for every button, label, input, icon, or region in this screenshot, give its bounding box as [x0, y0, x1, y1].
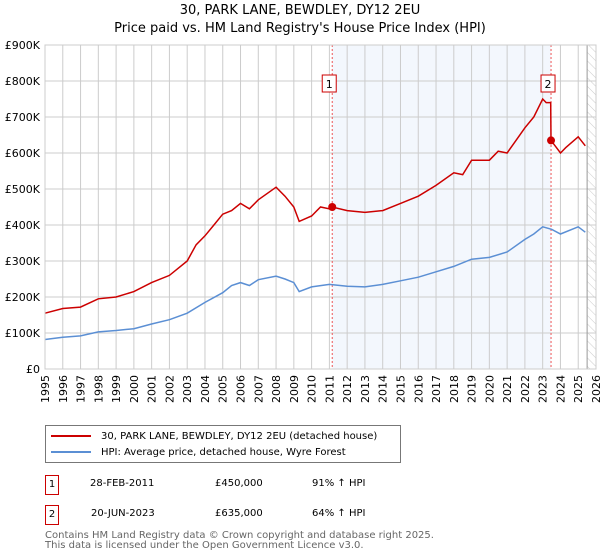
- x-tick-label: 2012: [341, 375, 354, 403]
- x-tick-label: 2005: [217, 375, 230, 403]
- legend-swatch-blue: [51, 451, 91, 453]
- x-tick-label: 2022: [519, 375, 532, 403]
- x-tick-label: 2026: [590, 375, 600, 403]
- transaction-badge: 2: [45, 505, 59, 525]
- transaction-date: 28-FEB-2011: [90, 478, 155, 489]
- y-tick-label: £900K: [5, 39, 41, 52]
- transaction-hpi: 64% ↑ HPI: [312, 508, 366, 519]
- x-tick-label: 1998: [92, 375, 105, 403]
- future-hatch: [587, 45, 596, 369]
- annotation-box: [540, 74, 556, 93]
- x-tick-label: 2017: [430, 375, 443, 403]
- x-tick-label: 1997: [75, 375, 88, 403]
- x-tick-label: 2020: [483, 375, 496, 403]
- y-tick-label: £400K: [5, 219, 41, 232]
- legend-item-property: 30, PARK LANE, BEWDLEY, DY12 2EU (detach…: [46, 428, 377, 444]
- x-tick-label: 2019: [466, 375, 479, 403]
- x-tick-label: 2015: [394, 375, 407, 403]
- x-tick-label: 2004: [199, 375, 212, 403]
- x-tick-label: 2021: [501, 375, 514, 403]
- x-tick-label: 2011: [323, 375, 336, 403]
- x-tick-label: 2024: [554, 375, 567, 403]
- legend-item-hpi: HPI: Average price, detached house, Wyre…: [46, 444, 346, 460]
- y-tick-label: £300K: [5, 255, 41, 268]
- annotation-label: 1: [326, 78, 333, 91]
- x-tick-label: 2025: [572, 375, 585, 403]
- annotation-label: 2: [545, 78, 552, 91]
- x-tick-label: 2003: [181, 375, 194, 403]
- transaction-row: 1 28-FEB-2011 £450,000 91% ↑ HPI: [45, 475, 445, 495]
- y-tick-label: £500K: [5, 183, 41, 196]
- y-tick-label: £200K: [5, 291, 41, 304]
- chart-subtitle: Price paid vs. HM Land Registry's House …: [114, 21, 486, 36]
- x-tick-label: 2001: [146, 375, 159, 403]
- x-tick-label: 2016: [412, 375, 425, 403]
- x-tick-label: 2023: [537, 375, 550, 403]
- legend: 30, PARK LANE, BEWDLEY, DY12 2EU (detach…: [45, 425, 401, 463]
- footer-copyright: Contains HM Land Registry data © Crown c…: [45, 530, 434, 541]
- plot-border: [44, 44, 597, 370]
- y-tick-label: £600K: [5, 147, 41, 160]
- x-tick-label: 2007: [252, 375, 265, 403]
- transaction-price: £635,000: [215, 508, 263, 519]
- transaction-row: 2 20-JUN-2023 £635,000 64% ↑ HPI: [45, 505, 445, 525]
- x-tick-label: 1995: [39, 375, 52, 403]
- y-tick-label: £0: [26, 363, 40, 376]
- transaction-price: £450,000: [215, 478, 263, 489]
- transaction-date: 20-JUN-2023: [91, 508, 155, 519]
- transaction-hpi: 91% ↑ HPI: [312, 478, 366, 489]
- footer-licence: This data is licensed under the Open Gov…: [45, 540, 364, 551]
- x-tick-label: 2018: [448, 375, 461, 403]
- x-tick-label: 2002: [163, 375, 176, 403]
- x-tick-label: 2000: [128, 375, 141, 403]
- legend-label: 30, PARK LANE, BEWDLEY, DY12 2EU (detach…: [101, 430, 378, 442]
- x-tick-label: 2010: [306, 375, 319, 403]
- sale-point: [547, 136, 556, 145]
- x-tick-label: 1999: [110, 375, 123, 403]
- series-line: [44, 225, 586, 341]
- x-tick-label: 1996: [57, 375, 70, 403]
- sale-point: [328, 203, 337, 211]
- x-tick-label: 2006: [235, 375, 248, 403]
- chart-title: 30, PARK LANE, BEWDLEY, DY12 2EU: [179, 3, 421, 18]
- x-tick-label: 2008: [270, 375, 283, 403]
- x-tick-label: 2009: [288, 375, 301, 403]
- y-tick-label: £700K: [5, 111, 41, 124]
- annotation-box: [321, 74, 337, 93]
- legend-label: HPI: Average price, detached house, Wyre…: [101, 446, 346, 458]
- transaction-badge: 1: [45, 475, 59, 495]
- footer: Contains HM Land Registry data © Crown c…: [45, 531, 434, 551]
- x-tick-label: 2014: [377, 375, 390, 403]
- x-tick-label: 2013: [359, 375, 372, 403]
- price-chart: 1995 1996 1997 1998 1999 2000 2001 2002 2003 2004…: [5, 39, 600, 403]
- y-tick-label: £800K: [5, 75, 41, 88]
- legend-swatch-red: [51, 435, 91, 437]
- shaded-period: [332, 45, 552, 369]
- y-tick-label: £100K: [5, 327, 41, 340]
